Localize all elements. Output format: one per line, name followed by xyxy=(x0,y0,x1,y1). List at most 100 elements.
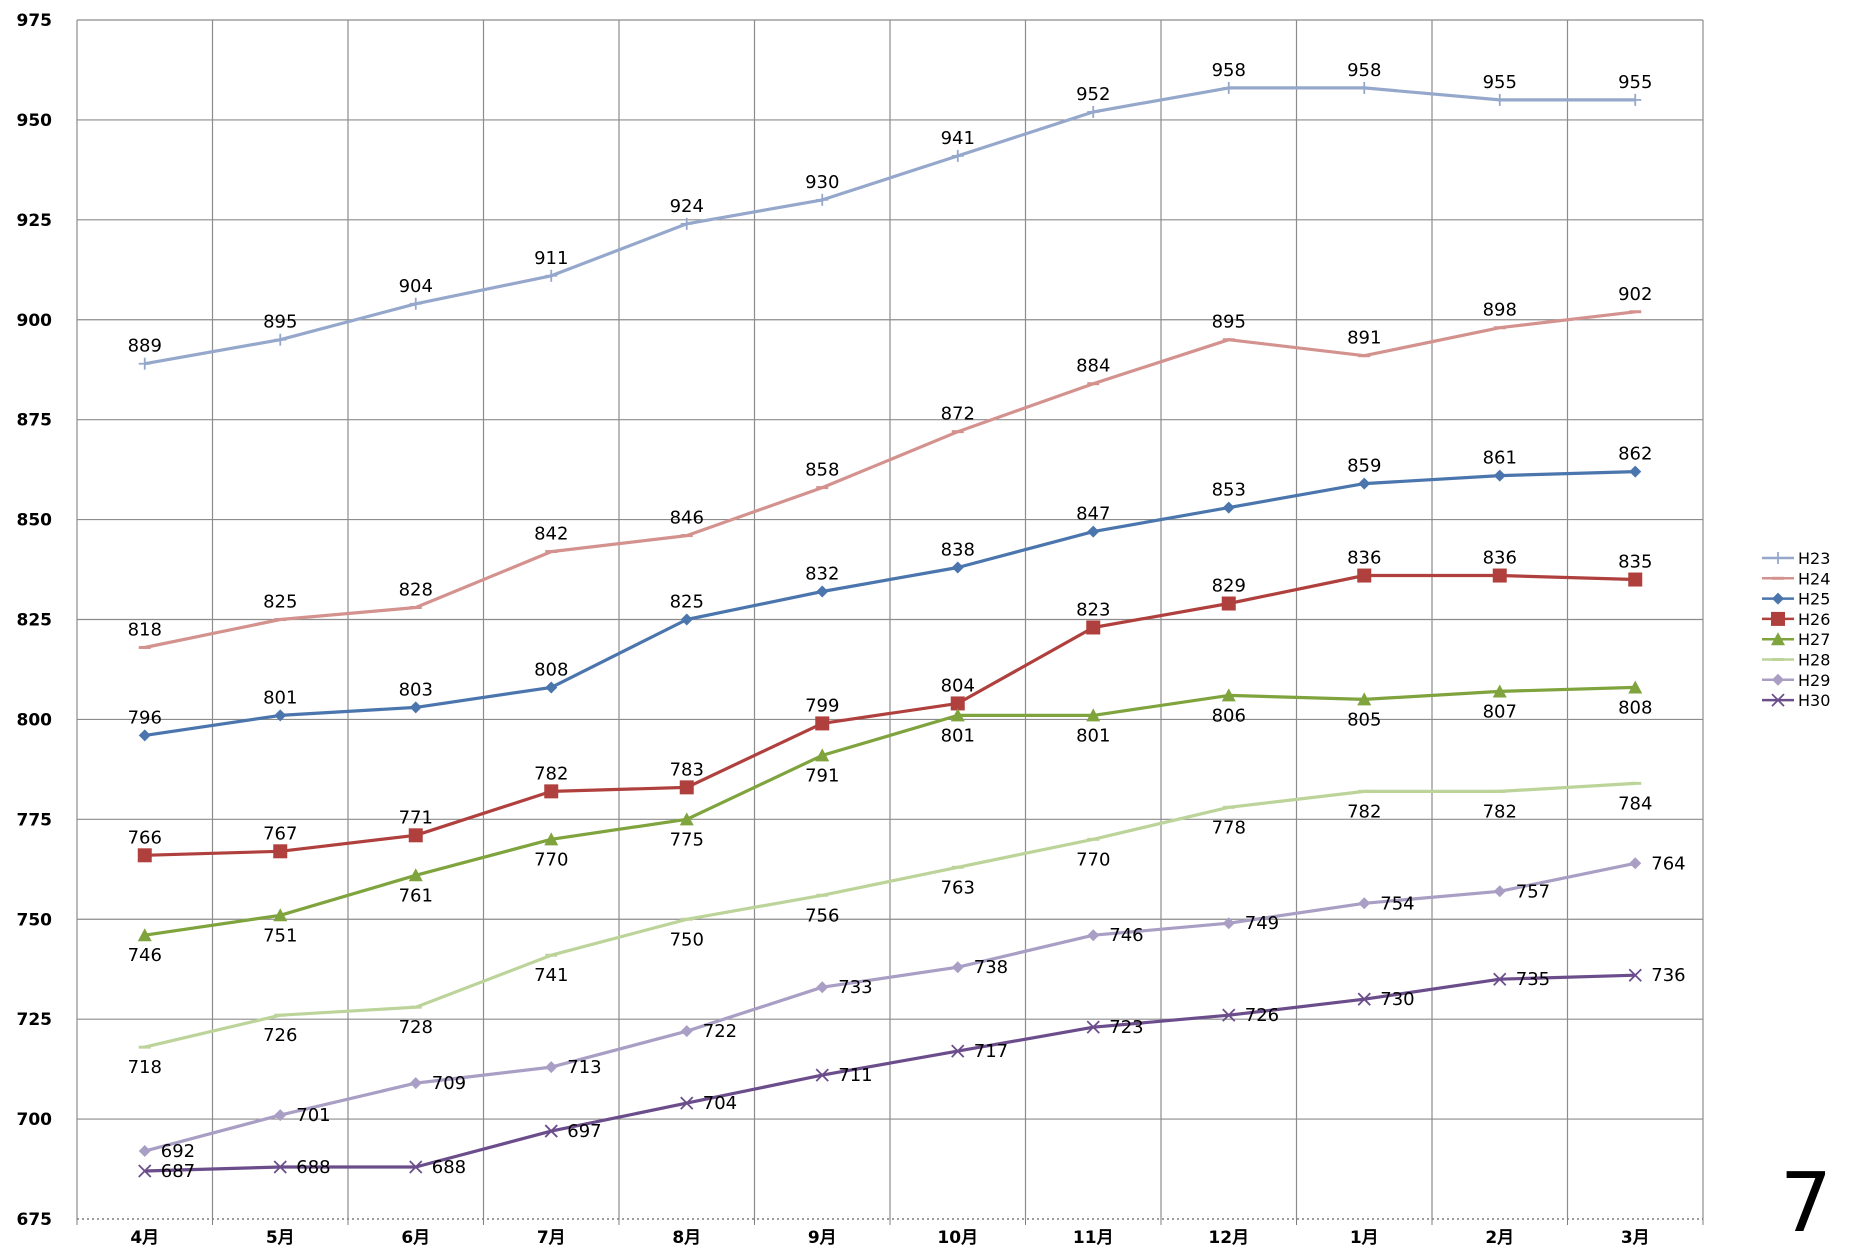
data-label-H23: 930 xyxy=(805,172,839,193)
data-label-H23: 952 xyxy=(1076,84,1110,105)
y-tick-label: 825 xyxy=(17,611,53,631)
data-label-H28: 782 xyxy=(1483,801,1517,822)
marker-H23 xyxy=(1087,105,1100,118)
data-label-H28: 782 xyxy=(1347,801,1381,822)
data-label-H27: 801 xyxy=(1076,725,1110,746)
data-label-H26: 835 xyxy=(1618,552,1652,573)
data-label-H27: 770 xyxy=(534,849,568,870)
data-label-H26: 799 xyxy=(805,695,839,716)
marker-H27 xyxy=(679,812,694,826)
data-label-H30: 687 xyxy=(161,1161,195,1182)
data-label-H26: 771 xyxy=(399,807,433,828)
data-label-H27: 805 xyxy=(1347,709,1381,730)
data-label-H25: 847 xyxy=(1076,504,1110,525)
data-label-H24: 818 xyxy=(128,619,162,640)
marker-H30 xyxy=(1493,972,1507,986)
marker-H23 xyxy=(274,333,287,346)
marker-H27 xyxy=(950,708,965,722)
legend-marker xyxy=(1772,592,1784,605)
data-label-H26: 783 xyxy=(670,759,704,780)
data-label-H30: 736 xyxy=(1651,965,1685,986)
data-label-H24: 858 xyxy=(805,460,839,481)
x-tick-label: 7月 xyxy=(537,1228,566,1248)
data-label-H26: 823 xyxy=(1076,599,1110,620)
data-label-H30: 704 xyxy=(703,1093,737,1114)
x-tick-label: 4月 xyxy=(130,1228,159,1248)
data-label-H29: 738 xyxy=(974,957,1008,978)
marker-H30 xyxy=(138,1164,152,1178)
data-label-H28: 728 xyxy=(399,1017,433,1038)
data-label-H30: 726 xyxy=(1245,1005,1279,1026)
marker-H25 xyxy=(951,561,964,574)
marker-H25 xyxy=(1493,469,1506,482)
data-label-H24: 846 xyxy=(670,508,704,529)
x-tick-label: 8月 xyxy=(672,1228,701,1248)
data-label-H30: 723 xyxy=(1109,1017,1143,1038)
legend-marker xyxy=(1771,611,1785,626)
marker-H29 xyxy=(409,1077,422,1090)
data-label-H29: 754 xyxy=(1380,893,1414,914)
data-label-H26: 836 xyxy=(1347,548,1381,569)
marker-H27 xyxy=(1357,692,1372,706)
data-label-H23: 958 xyxy=(1347,60,1381,81)
data-label-H27: 751 xyxy=(263,925,297,946)
data-label-H25: 838 xyxy=(941,540,975,561)
marker-H30 xyxy=(1086,1020,1100,1034)
x-tick-label: 1月 xyxy=(1350,1228,1379,1248)
marker-H25 xyxy=(816,585,829,598)
series-line-H28 xyxy=(144,781,1636,1049)
data-label-H25: 801 xyxy=(263,687,297,708)
data-label-H25: 853 xyxy=(1212,480,1246,501)
y-tick-label: 750 xyxy=(17,910,53,930)
marker-H29 xyxy=(1222,917,1235,930)
data-label-H26: 836 xyxy=(1483,548,1517,569)
data-label-H23: 895 xyxy=(263,312,297,333)
marker-H26 xyxy=(544,784,559,799)
y-tick-label: 850 xyxy=(17,511,53,531)
marker-H25 xyxy=(1087,525,1100,538)
data-label-H29: 722 xyxy=(703,1021,737,1042)
legend-marker xyxy=(1772,552,1784,564)
data-label-H25: 832 xyxy=(805,564,839,585)
data-label-H28: 784 xyxy=(1618,793,1652,814)
y-tick-label: 675 xyxy=(17,1210,53,1230)
data-label-H23: 911 xyxy=(534,248,568,269)
y-tick-label: 875 xyxy=(17,411,53,431)
marker-H26 xyxy=(408,828,423,843)
legend-item-H27: H27 xyxy=(1762,630,1830,649)
data-label-H28: 718 xyxy=(128,1057,162,1078)
legend-item-H29: H29 xyxy=(1762,671,1830,690)
legend-label: H23 xyxy=(1798,549,1830,568)
marker-H27 xyxy=(1086,708,1101,722)
data-label-H27: 807 xyxy=(1483,701,1517,722)
data-label-H26: 766 xyxy=(128,827,162,848)
data-label-H25: 825 xyxy=(670,592,704,613)
marker-H29 xyxy=(1493,885,1506,898)
marker-H27 xyxy=(1492,684,1507,698)
data-label-H29: 692 xyxy=(161,1141,195,1162)
marker-H25 xyxy=(409,701,422,714)
data-label-H24: 842 xyxy=(534,524,568,545)
y-tick-label: 900 xyxy=(17,311,53,331)
legend-item-H26: H26 xyxy=(1762,610,1830,629)
data-label-H23: 955 xyxy=(1618,72,1652,93)
marker-H23 xyxy=(1629,93,1642,106)
marker-H29 xyxy=(274,1109,287,1122)
data-label-H27: 761 xyxy=(399,885,433,906)
data-label-H25: 796 xyxy=(128,707,162,728)
marker-H30 xyxy=(1222,1008,1236,1022)
x-tick-label: 10月 xyxy=(937,1228,978,1248)
marker-H25 xyxy=(1222,501,1235,514)
legend-item-H30: H30 xyxy=(1762,691,1830,710)
marker-H25 xyxy=(138,729,151,742)
legend-label: H30 xyxy=(1798,691,1830,710)
marker-H23 xyxy=(138,357,151,370)
marker-H30 xyxy=(1628,968,1642,982)
marker-H29 xyxy=(680,1025,693,1038)
grid-layer xyxy=(77,19,1703,1219)
marker-H30 xyxy=(1357,992,1371,1006)
y-tick-label: 775 xyxy=(17,810,53,830)
series-line-H23 xyxy=(144,86,1636,366)
marker-H29 xyxy=(545,1061,558,1074)
data-label-H24: 825 xyxy=(263,592,297,613)
